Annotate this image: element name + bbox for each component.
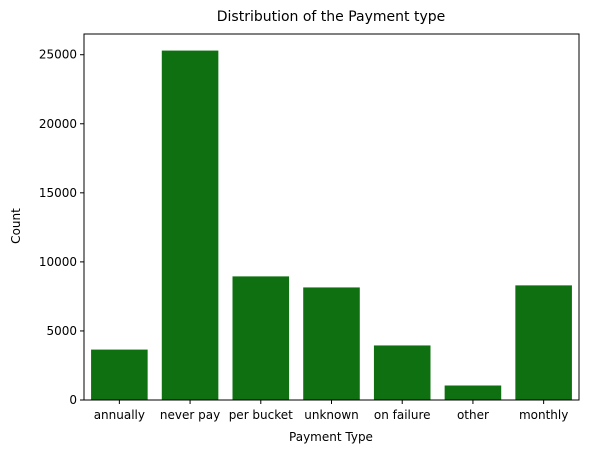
bar-unknown <box>303 287 360 400</box>
x-axis: annually never pay per bucket unknown on fai… <box>94 400 568 422</box>
x-axis-label: Payment Type <box>289 430 373 444</box>
x-tick-label: monthly <box>519 408 568 422</box>
chart-title: Distribution of the Payment type <box>217 9 446 25</box>
y-tick-label: 0 <box>69 393 77 407</box>
bar-never-pay <box>161 50 219 401</box>
bar-on-failure <box>373 345 431 400</box>
x-tick-label: unknown <box>304 408 359 422</box>
y-tick-label: 25000 <box>39 48 77 62</box>
x-tick-label: never pay <box>160 408 220 422</box>
y-tick-label: 20000 <box>39 117 77 131</box>
y-tick-label: 5000 <box>46 324 77 338</box>
x-tick-label: per bucket <box>229 408 293 422</box>
x-tick-label: other <box>457 408 489 422</box>
bar-per-bucket <box>232 276 290 400</box>
y-axis: 0 5000 10000 15000 20000 25000 <box>39 48 84 407</box>
bar-other <box>444 385 502 400</box>
y-tick-label: 10000 <box>39 255 77 269</box>
y-axis-label: Count <box>9 208 23 244</box>
x-tick-label: annually <box>94 408 145 422</box>
y-tick-label: 15000 <box>39 186 77 200</box>
x-tick-label: on failure <box>374 408 431 422</box>
bar-monthly <box>515 285 572 400</box>
bars-group <box>91 50 572 401</box>
bar-annually <box>91 349 148 400</box>
plot-frame <box>83 33 580 401</box>
